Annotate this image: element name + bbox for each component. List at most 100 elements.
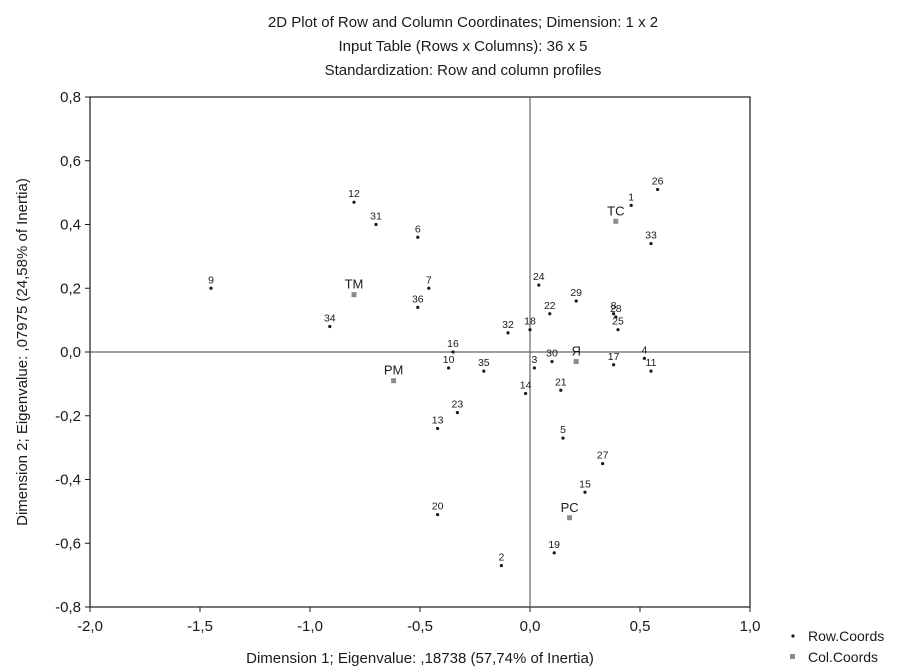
row-point-10 [447, 366, 451, 370]
row-point-6 [416, 235, 420, 239]
row-point-label: 4 [641, 344, 647, 356]
y-tick-label: 0,0 [60, 344, 81, 361]
row-point-28 [614, 315, 618, 319]
x-tick-label: -1,0 [297, 618, 323, 635]
y-axis-label: Dimension 2; Eigenvalue: ,07975 (24,58% … [14, 178, 31, 526]
row-point-20 [436, 512, 440, 517]
x-tick-label: -0,5 [407, 618, 433, 635]
row-point-label: 27 [597, 450, 609, 462]
y-tick-label: -0,6 [55, 535, 81, 552]
chart-subtitle-input-table: Input Table (Rows x Columns): 36 x 5 [338, 38, 587, 55]
row-point-label: 34 [324, 313, 336, 325]
row-point-label: 19 [548, 539, 560, 551]
row-point-22 [548, 312, 552, 316]
row-point-label: 15 [579, 478, 591, 490]
row-point-label: 36 [412, 293, 424, 305]
row-point-label: 16 [447, 338, 459, 350]
row-point-32 [506, 331, 510, 335]
row-point-25 [616, 328, 620, 332]
col-point-label: TC [607, 203, 624, 218]
row-point-label: 22 [544, 300, 556, 312]
legend: Row.Coords Col.Coords [790, 628, 884, 665]
row-point-label: 6 [415, 223, 421, 235]
row-point-label: 21 [555, 376, 567, 388]
x-tick-label: 1,0 [740, 618, 761, 635]
row-point-label: 35 [478, 357, 490, 369]
x-tick-label: -2,0 [77, 618, 103, 635]
row-point-29 [574, 299, 578, 303]
row-point-label: 32 [502, 319, 514, 331]
row-point-24 [537, 283, 541, 287]
col-point-label: PM [384, 363, 404, 378]
row-point-33 [649, 242, 653, 246]
x-axis-label: Dimension 1; Eigenvalue: ,18738 (57,74% … [246, 650, 594, 667]
legend-marker-col-coords [790, 654, 795, 659]
row-point-label: 2 [498, 552, 504, 564]
row-point-2 [499, 563, 503, 568]
row-point-13 [436, 426, 440, 431]
row-point-1 [629, 203, 633, 207]
row-point-19 [552, 551, 556, 555]
y-axis-ticks: 0,8 0,6 0,4 0,2 0,0 -0,2 -0,4 -0,6 -0,8 [55, 89, 90, 616]
y-tick-label: -0,8 [55, 599, 81, 616]
row-point-label: 29 [570, 287, 582, 299]
row-point-label: 31 [370, 211, 382, 223]
row-point-26 [656, 187, 660, 192]
row-point-label: 25 [612, 316, 624, 328]
row-point-label: 7 [426, 274, 432, 286]
row-point-label: 17 [608, 351, 620, 363]
legend-marker-row-coords [791, 634, 795, 638]
row-point-9 [209, 286, 213, 290]
col-point-TM [351, 292, 357, 298]
row-point-label: 24 [533, 271, 545, 283]
row-point-8 [612, 312, 616, 316]
row-point-label: 9 [208, 274, 214, 286]
x-axis-ticks: -2,0 -1,5 -1,0 -0,5 0,0 0,5 1,0 [77, 607, 760, 635]
row-point-27 [601, 461, 605, 466]
row-point-label: 20 [432, 501, 444, 513]
row-point-30 [550, 359, 554, 364]
row-point-36 [416, 305, 420, 309]
row-point-31 [374, 222, 378, 227]
row-point-label: 18 [524, 316, 536, 328]
row-point-11 [649, 369, 653, 373]
col-point-TC [613, 218, 619, 224]
y-tick-label: 0,2 [60, 280, 81, 297]
row-point-label: 13 [432, 415, 444, 427]
legend-label-col-coords: Col.Coords [808, 649, 878, 665]
y-tick-label: -0,2 [55, 408, 81, 425]
col-point-label: Я [572, 344, 581, 359]
row-point-label: 12 [348, 188, 360, 200]
row-point-3 [532, 366, 537, 370]
y-tick-label: -0,4 [55, 472, 81, 489]
row-point-label: 33 [645, 230, 657, 242]
row-point-label: 8 [611, 300, 617, 312]
row-point-21 [559, 388, 563, 392]
row-point-label: 1 [628, 191, 634, 203]
row-point-label: 10 [443, 354, 455, 366]
row-point-18 [528, 328, 532, 332]
row-point-23 [455, 410, 459, 415]
row-point-label: 5 [560, 424, 566, 436]
row-point-17 [612, 363, 616, 367]
x-tick-label: -1,5 [187, 618, 213, 635]
row-point-14 [524, 391, 528, 396]
y-tick-label: 0,4 [60, 217, 81, 234]
row-point-4 [642, 356, 647, 360]
row-point-16 [451, 350, 455, 354]
row-point-15 [583, 490, 587, 494]
reference-lines [90, 97, 750, 607]
col-point-label: PC [561, 500, 579, 515]
row-point-label: 14 [520, 379, 532, 391]
col-point-PM [391, 378, 397, 384]
chart-subtitle-standardization: Standardization: Row and column profiles [325, 62, 602, 79]
row-point-label: 23 [452, 399, 464, 411]
y-tick-label: 0,8 [60, 89, 81, 106]
y-tick-label: 0,6 [60, 153, 81, 170]
x-tick-label: 0,5 [630, 618, 651, 635]
row-point-label: 28 [610, 303, 622, 315]
row-point-label: 26 [652, 175, 664, 187]
row-point-label: 3 [531, 354, 537, 366]
